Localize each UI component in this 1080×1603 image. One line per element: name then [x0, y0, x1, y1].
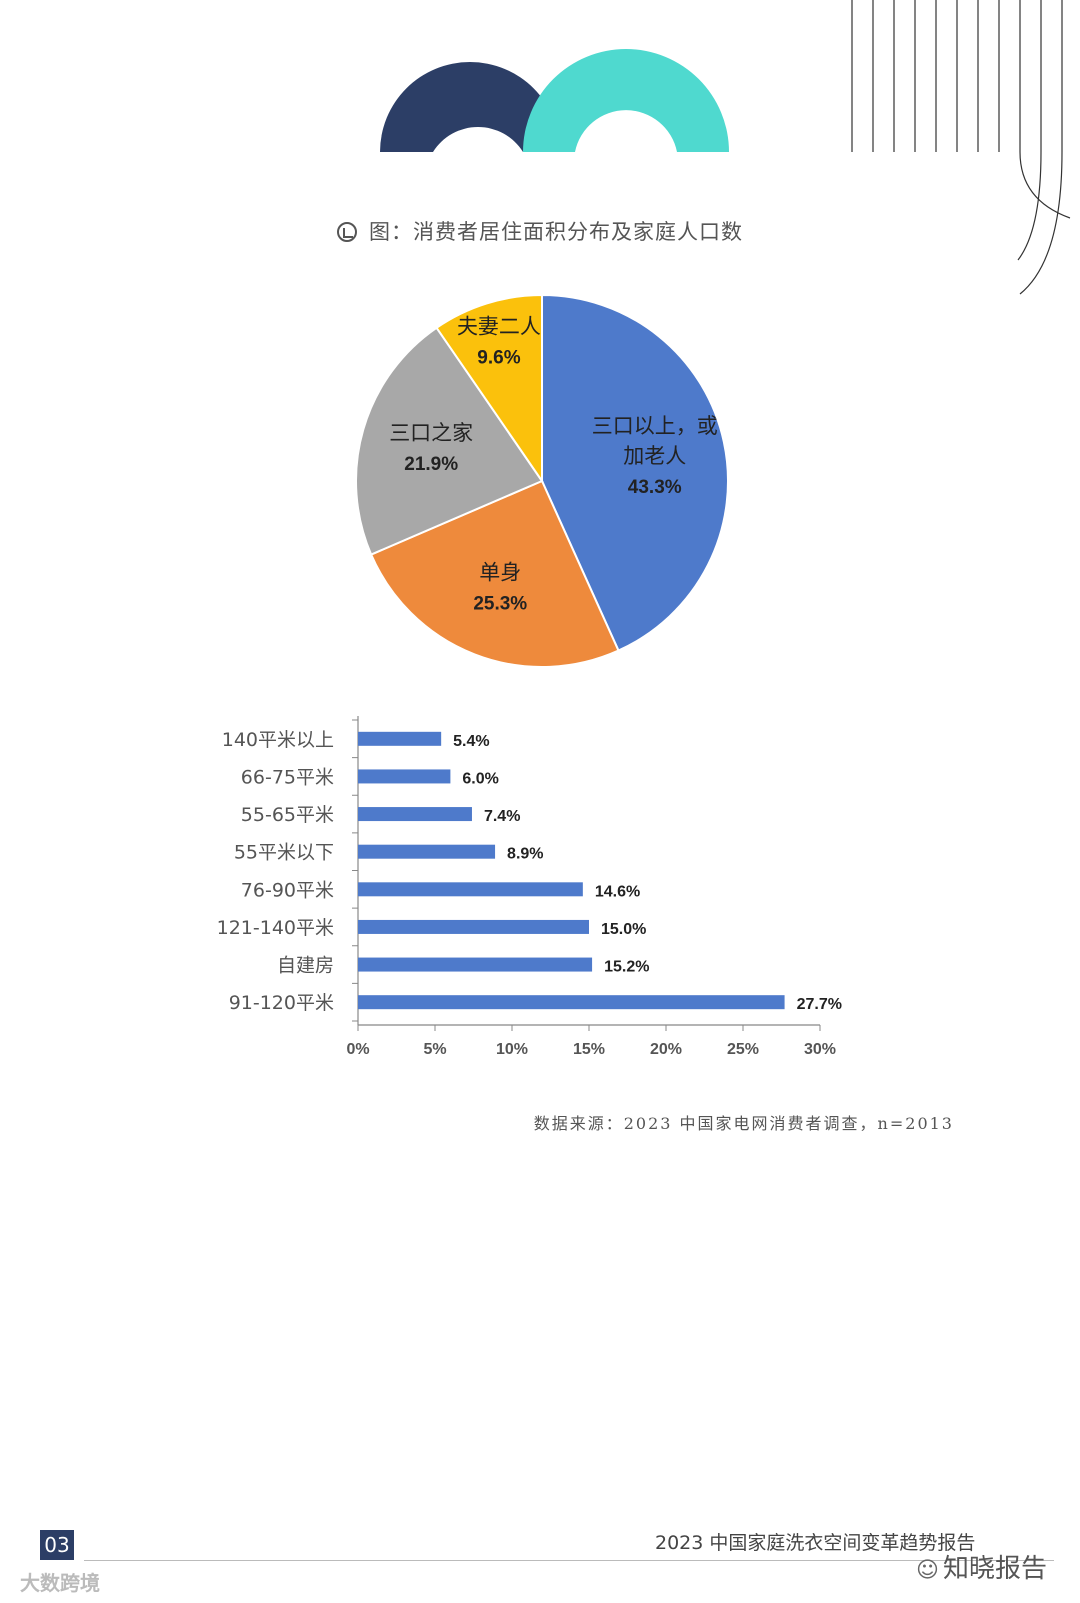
bar	[358, 844, 496, 859]
navy-arch-shape	[380, 62, 560, 152]
source-note: 数据来源：2023 中国家电网消费者调查，n=2013	[533, 1114, 954, 1133]
pie-slice-label: 单身	[479, 561, 521, 585]
page-number: 03	[40, 1530, 74, 1560]
pie-slice	[541, 293, 729, 652]
category-label: 55平米以下	[234, 842, 334, 864]
bar	[358, 919, 589, 934]
category-label: 140平米以上	[222, 729, 334, 751]
bar-value-label: 7.4%	[484, 808, 520, 825]
bar	[358, 882, 583, 897]
x-tick-label: 5%	[423, 1041, 446, 1058]
bar	[358, 807, 472, 822]
teal-arch-shape	[523, 49, 729, 152]
publisher-watermark: ☺ 知晓报告	[916, 1548, 1047, 1585]
chart-magnifier-icon	[337, 222, 357, 242]
x-tick-label: 15%	[573, 1041, 605, 1058]
pie-slice-label: 三口之家	[389, 421, 473, 445]
pie-slice-label: 三口以上，或	[592, 414, 718, 438]
bar-value-label: 6.0%	[462, 770, 498, 787]
footer-divider	[84, 1560, 1054, 1561]
vertical-stripes-decoration	[851, 0, 1071, 295]
figure-caption: 图：消费者居住面积分布及家庭人口数	[0, 216, 1080, 246]
publisher-watermark-text: 知晓报告	[942, 1554, 1047, 1584]
x-tick-label: 10%	[496, 1041, 528, 1058]
category-label: 66-75平米	[241, 766, 334, 788]
pie-value-label: 9.6%	[477, 347, 520, 368]
bar-value-label: 15.0%	[601, 921, 646, 938]
footer-report-title: 2023 中国家庭洗衣空间变革趋势报告	[655, 1532, 976, 1554]
category-label: 121-140平米	[217, 917, 334, 939]
bar	[358, 995, 785, 1010]
x-tick-label: 0%	[346, 1041, 369, 1058]
x-tick-label: 25%	[727, 1041, 759, 1058]
pie-value-label: 43.3%	[628, 477, 682, 498]
pie-slice	[355, 326, 544, 556]
pie-value-label: 25.3%	[473, 594, 527, 615]
header-decoration	[380, 0, 1071, 295]
pie-value-label: 21.9%	[404, 454, 458, 475]
category-label: 55-65平米	[241, 804, 334, 826]
figure-caption-text: 图：消费者居住面积分布及家庭人口数	[369, 220, 743, 244]
bar	[358, 769, 451, 784]
bar-value-label: 27.7%	[797, 996, 842, 1013]
bar-chart: 140平米以上 5.4% 66-75平米 6.0% 55-65平米 7.4% 55平米以下 8…	[217, 716, 842, 1058]
bar-value-label: 8.9%	[507, 846, 543, 863]
category-label: 91-120平米	[229, 992, 334, 1014]
source-brand-watermark: 大数跨境	[20, 1571, 100, 1595]
category-label: 自建房	[277, 955, 334, 977]
bar-value-label: 5.4%	[453, 733, 489, 750]
pie-slice-label: 夫妻二人	[457, 314, 541, 338]
pie-slice	[369, 479, 620, 668]
pie-slice	[435, 293, 543, 485]
x-tick-label: 20%	[650, 1041, 682, 1058]
pie-slice-label: 加老人	[623, 444, 686, 468]
bar-value-label: 14.6%	[595, 883, 640, 900]
bar	[358, 957, 593, 972]
wechat-icon: ☺	[916, 1558, 939, 1583]
bar	[358, 731, 442, 746]
category-label: 76-90平米	[241, 879, 334, 901]
x-tick-label: 30%	[804, 1041, 836, 1058]
bar-value-label: 15.2%	[604, 959, 649, 976]
